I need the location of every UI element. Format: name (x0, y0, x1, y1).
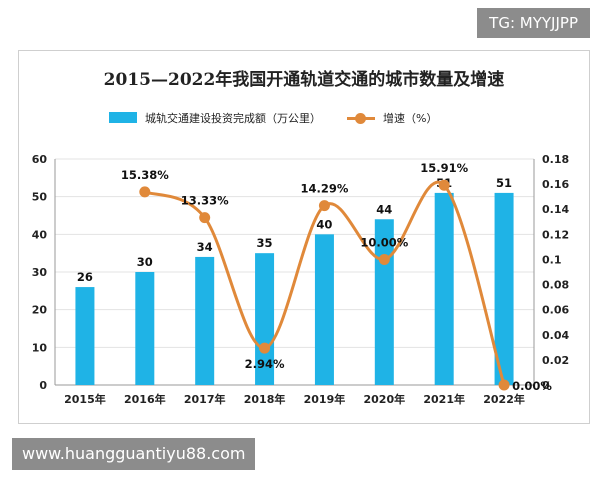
bar (75, 287, 95, 385)
y-left-tick-label: 10 (32, 341, 48, 354)
growth-point (139, 186, 151, 198)
legend-bar-swatch (109, 112, 137, 123)
y-right-tick-label: 0.04 (542, 329, 569, 342)
x-tick-label: 2021年 (423, 392, 465, 406)
growth-data-label: 13.33% (181, 194, 229, 208)
growth-point (259, 342, 271, 354)
growth-point (438, 179, 450, 191)
y-left-tick-label: 50 (32, 191, 48, 204)
y-left-tick-label: 30 (32, 266, 48, 279)
bar-data-label: 30 (137, 255, 153, 269)
legend-label-growth: 增速（%） (383, 112, 438, 125)
growth-data-label: 14.29% (300, 182, 348, 196)
y-left-tick-label: 60 (32, 153, 48, 166)
chart-plot: 0 10 20 30 40 50 60 0 0.02 0.04 0.06 0.08 0.1 0.12 0.1… (32, 153, 570, 406)
bar-data-label: 40 (316, 217, 332, 231)
bar (494, 192, 514, 385)
bar-data-label: 26 (77, 270, 93, 284)
bar (314, 234, 334, 385)
bar-data-label: 51 (496, 176, 512, 190)
y-right-tick-label: 0.16 (542, 178, 569, 191)
y-left-tick-label: 40 (32, 228, 48, 241)
y-right-tick-label: 0.08 (542, 279, 569, 292)
bar (135, 272, 155, 385)
y-right-tick-label: 0.12 (542, 228, 569, 241)
growth-point (318, 200, 330, 212)
growth-point (498, 379, 510, 391)
y-right-tick-label: 0.1 (542, 253, 562, 266)
x-tick-label: 2019年 (304, 392, 346, 406)
growth-data-label: 0.00% (512, 379, 552, 393)
x-tick-label: 2020年 (364, 392, 406, 406)
chart-frame: 2015—2022年我国开通轨道交通的城市数量及增速 城轨交通建设投资完成额（万… (18, 50, 590, 424)
x-tick-label: 2017年 (184, 392, 226, 406)
bar-data-label: 44 (376, 202, 392, 216)
legend-line-swatch (347, 113, 375, 124)
x-tick-label: 2018年 (244, 392, 286, 406)
y-left-tick-label: 20 (32, 304, 48, 317)
y-right-tick-label: 0.14 (542, 203, 569, 216)
bar-data-label: 34 (197, 240, 213, 254)
watermark: www.huangguantiyu88.com (12, 438, 256, 470)
y-right-tick-label: 0.18 (542, 153, 569, 166)
bar (195, 256, 215, 385)
bar (255, 253, 275, 385)
growth-point (378, 253, 390, 265)
growth-data-label: 15.91% (420, 161, 468, 175)
legend-label-investment: 城轨交通建设投资完成额（万公里） (145, 112, 321, 125)
growth-data-label: 15.38% (121, 168, 169, 182)
growth-point (199, 212, 211, 224)
y-right-tick-label: 0.06 (542, 304, 569, 317)
chart-title: 2015—2022年我国开通轨道交通的城市数量及增速 (103, 70, 505, 90)
y-left-tick-label: 0 (39, 379, 47, 392)
x-tick-label: 2016年 (124, 392, 166, 406)
growth-data-label: 10.00% (360, 235, 408, 249)
y-right-tick-label: 0.02 (542, 354, 569, 367)
bar-data-label: 35 (257, 236, 273, 250)
x-tick-label: 2015年 (64, 392, 106, 406)
y-right-tick-label: 0 (542, 379, 550, 392)
bar (434, 192, 454, 385)
growth-data-label: 2.94% (245, 357, 285, 371)
x-tick-label: 2022年 (483, 392, 525, 406)
top-tag: TG: MYYJJPP (477, 8, 590, 38)
